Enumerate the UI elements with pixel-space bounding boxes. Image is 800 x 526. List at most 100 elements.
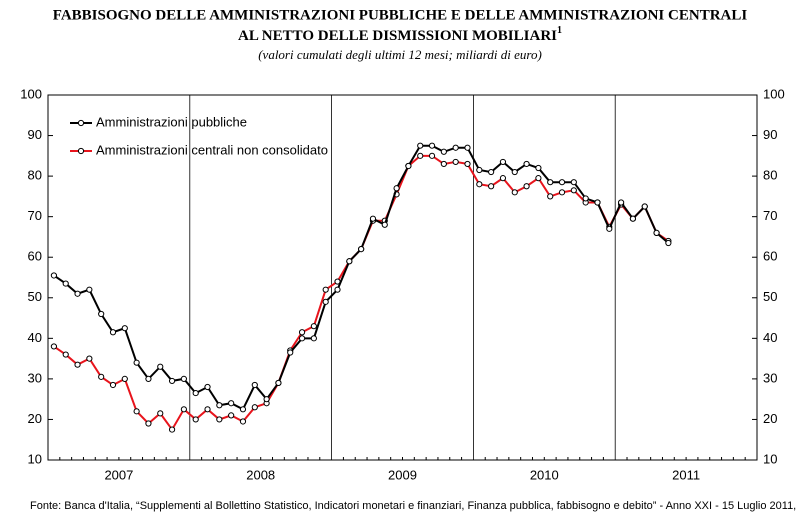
point — [133, 408, 140, 415]
point — [74, 290, 81, 297]
point — [192, 416, 199, 423]
point — [452, 158, 459, 166]
y-tick-label: 40 — [28, 330, 42, 345]
point — [440, 160, 447, 168]
point — [582, 195, 589, 202]
y-tick-label: 10 — [28, 451, 42, 466]
y-tick-label: 100 — [20, 86, 42, 101]
point — [476, 166, 483, 174]
point — [204, 406, 211, 413]
point — [346, 258, 353, 265]
point — [239, 418, 247, 425]
point — [310, 335, 317, 342]
point — [558, 189, 566, 196]
chart-title-line2: AL NETTO DELLE DISMISSIONI MOBILIARI1 — [238, 25, 562, 44]
x-tick-label: 2008 — [246, 467, 275, 482]
point — [62, 351, 69, 358]
y2-tick-label: 90 — [763, 127, 777, 142]
y2-tick-label: 20 — [763, 411, 777, 426]
point — [121, 375, 128, 382]
point — [428, 142, 436, 149]
point — [535, 175, 542, 182]
y2-tick-label: 10 — [763, 451, 777, 466]
point — [653, 229, 660, 236]
point — [287, 349, 294, 356]
point — [180, 375, 187, 382]
y-tick-label: 30 — [28, 370, 42, 385]
y2-tick-label: 80 — [763, 168, 777, 183]
point — [417, 142, 424, 149]
point — [511, 168, 518, 176]
legend-label: Amministrazioni pubbliche — [96, 114, 247, 129]
point — [358, 246, 365, 253]
point — [251, 381, 258, 389]
point — [275, 379, 282, 387]
y2-tick-label: 60 — [763, 249, 777, 264]
source: Fonte: Banca d'Italia, “Supplementi al B… — [30, 500, 800, 512]
point — [50, 343, 58, 350]
point — [98, 310, 105, 318]
point — [558, 179, 566, 186]
point — [109, 381, 117, 389]
legend-label: Amministrazioni centrali non consolidato — [96, 142, 328, 157]
point — [157, 410, 164, 417]
point — [204, 383, 211, 391]
point — [239, 406, 247, 413]
point — [499, 175, 507, 182]
point — [535, 164, 542, 172]
point — [192, 389, 199, 397]
point — [157, 363, 164, 370]
point — [405, 162, 412, 170]
point — [86, 286, 93, 293]
point — [98, 373, 105, 380]
y-tick-label: 20 — [28, 411, 42, 426]
point — [145, 420, 152, 427]
point — [393, 185, 400, 192]
point — [322, 298, 329, 305]
point — [488, 183, 495, 190]
point — [228, 400, 235, 407]
point — [216, 402, 223, 409]
point — [523, 183, 530, 190]
y2-tick-label: 70 — [763, 208, 777, 223]
point — [476, 181, 483, 188]
point — [594, 199, 601, 206]
point — [428, 152, 436, 159]
point — [547, 179, 554, 186]
y2-tick-label: 100 — [763, 86, 785, 101]
x-tick-label: 2011 — [672, 467, 700, 482]
point — [298, 329, 306, 336]
point — [547, 193, 554, 200]
y-tick-label: 80 — [28, 168, 42, 183]
point — [381, 221, 388, 228]
point — [133, 359, 140, 366]
point — [499, 158, 507, 166]
legend-marker — [77, 147, 85, 155]
point — [263, 396, 270, 403]
point — [570, 179, 577, 186]
subtitle: (valori cumulati degli ultimi 12 mesi; m… — [258, 47, 542, 62]
point — [228, 412, 235, 419]
point — [216, 416, 223, 423]
x-tick-label: 2007 — [104, 467, 133, 482]
y-tick-label: 50 — [28, 289, 42, 304]
chart-title: FABBISOGNO DELLE AMMINISTRAZIONI PUBBLIC… — [53, 7, 748, 23]
y-tick-label: 70 — [28, 208, 42, 223]
point — [145, 375, 152, 382]
title-note: 1 — [557, 25, 562, 36]
point — [121, 325, 128, 332]
point — [417, 152, 424, 159]
title-text: AL NETTO DELLE DISMISSIONI MOBILIARI — [238, 28, 557, 44]
series-line — [53, 144, 670, 411]
point — [310, 323, 317, 330]
point — [168, 426, 176, 433]
y2-tick-label: 30 — [763, 370, 777, 385]
point — [180, 406, 187, 413]
y-tick-label: 60 — [28, 249, 42, 264]
point — [606, 225, 613, 232]
y2-tick-label: 40 — [763, 330, 777, 345]
point — [298, 335, 306, 342]
point — [452, 144, 459, 151]
point — [464, 160, 471, 168]
